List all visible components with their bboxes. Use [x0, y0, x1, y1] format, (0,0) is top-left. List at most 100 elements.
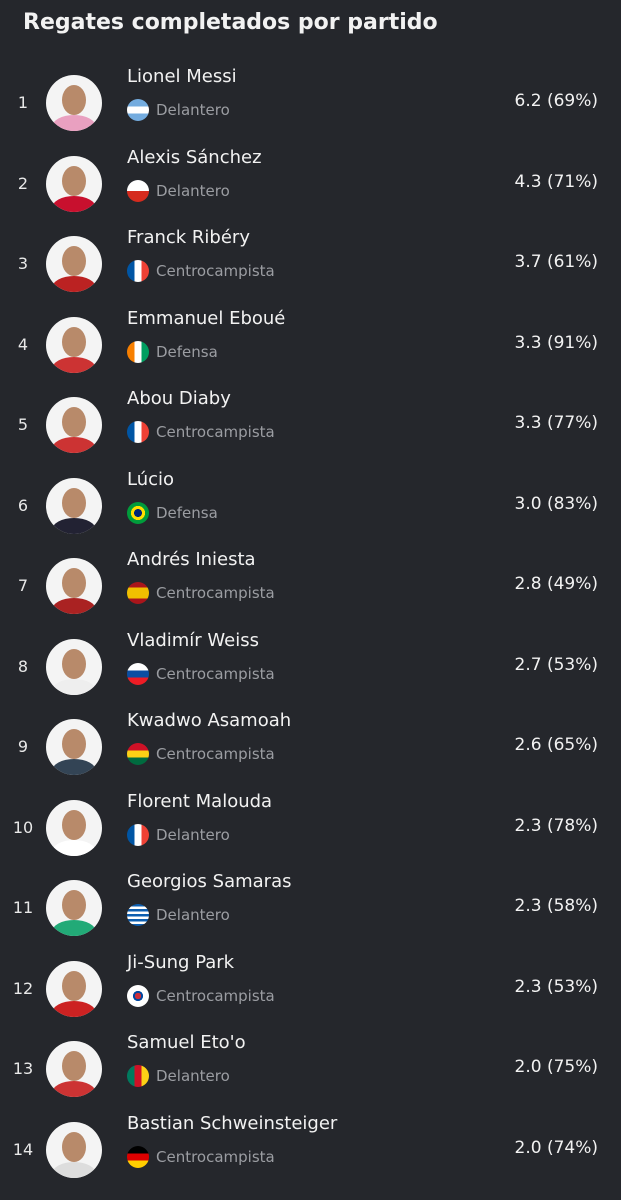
player-stat: 2.7 (53%): [514, 654, 599, 675]
rank: 10: [12, 817, 34, 837]
player-name: Kwadwo Asamoah: [127, 710, 292, 731]
rank: 3: [17, 254, 29, 273]
photo-face: [62, 809, 86, 840]
photo-face: [62, 487, 86, 518]
rank: 9: [17, 737, 29, 756]
rank: 1: [17, 93, 29, 112]
player-position: Centrocampista: [156, 986, 275, 1005]
photo-face: [62, 890, 86, 920]
player-name: Alexis Sánchez: [127, 146, 262, 168]
player-name: Lionel Messi: [127, 66, 237, 87]
player-photo: [46, 638, 102, 695]
photo-shirt: [52, 276, 96, 292]
photo-shirt: [52, 1000, 96, 1017]
player-photo: [46, 316, 102, 373]
player-row: 12 Ji-Sung Park Centrocampista 2.3 (53%): [0, 949, 621, 1029]
player-position: Delantero: [156, 825, 230, 844]
photo-face: [62, 246, 86, 276]
photo-face: [62, 648, 86, 679]
photo-face: [62, 1051, 86, 1081]
country-flag: [127, 582, 149, 604]
player-row: 14 Bastian Schweinsteiger Centrocampista 2.…: [0, 1110, 621, 1190]
player-row: 13 Samuel Eto'o Delantero 2.0 (75%): [0, 1029, 621, 1109]
photo-face: [62, 326, 86, 357]
player-stat: 3.3 (77%): [514, 413, 599, 433]
rank: 2: [17, 173, 29, 193]
rank: 12: [12, 978, 34, 998]
photo-shirt: [52, 920, 96, 936]
player-stat: 2.3 (78%): [514, 815, 599, 836]
country-flag: [127, 421, 149, 443]
player-photo: [46, 236, 102, 292]
player-photo: [46, 397, 102, 453]
photo-shirt: [52, 598, 96, 614]
country-flag: [127, 743, 149, 765]
player-photo: [46, 960, 102, 1017]
country-flag: [127, 260, 149, 282]
photo-shirt: [52, 1161, 96, 1178]
player-row: 6 Lúcio Defensa 3.0 (83%): [0, 466, 621, 546]
rank: 6: [17, 495, 29, 515]
player-position: Centrocampista: [156, 745, 275, 763]
player-stat: 2.8 (49%): [514, 574, 599, 594]
photo-shirt: [52, 839, 96, 856]
country-flag: [127, 984, 149, 1007]
player-position: Centrocampista: [156, 664, 275, 683]
player-stat: 3.0 (83%): [514, 493, 599, 514]
player-name: Lúcio: [127, 468, 175, 490]
player-photo: [46, 1041, 102, 1097]
photo-face: [62, 165, 86, 196]
player-row: 2 Alexis Sánchez Delantero 4.3 (71%): [0, 144, 621, 224]
player-position: Centrocampista: [156, 1147, 275, 1166]
player-stat: 3.3 (91%): [514, 332, 599, 353]
photo-shirt: [52, 678, 96, 695]
player-row: 10 Florent Malouda Delantero 2.3 (78%): [0, 788, 621, 868]
country-flag: [127, 823, 149, 846]
photo-shirt: [52, 356, 96, 373]
photo-face: [62, 1131, 86, 1162]
player-stat: 2.3 (53%): [514, 976, 599, 997]
player-name: Franck Ribéry: [127, 227, 250, 248]
player-stat: 2.3 (58%): [514, 896, 599, 916]
rank: 8: [17, 656, 29, 676]
player-position: Delantero: [156, 101, 230, 119]
player-position: Defensa: [156, 503, 218, 522]
country-flag: [127, 501, 149, 524]
player-photo: [46, 75, 102, 131]
country-flag: [127, 662, 149, 685]
player-row: 5 Abou Diaby Centrocampista 3.3 (77%): [0, 385, 621, 465]
player-photo: [46, 880, 102, 936]
rank: 7: [17, 576, 29, 595]
player-photo: [46, 155, 102, 212]
player-stat: 2.0 (74%): [514, 1137, 599, 1158]
player-row: 3 Franck Ribéry Centrocampista 3.7 (61%): [0, 224, 621, 304]
photo-face: [62, 568, 86, 598]
player-name: Florent Malouda: [127, 790, 273, 812]
player-position: Centrocampista: [156, 584, 275, 602]
photo-shirt: [52, 1081, 96, 1097]
title: Regates completados por partido: [23, 10, 438, 35]
player-row: 9 Kwadwo Asamoah Centrocampista 2.6 (65%): [0, 707, 621, 787]
player-position: Delantero: [156, 906, 230, 924]
player-row: 11 Georgios Samaras Delantero 2.3 (58%): [0, 868, 621, 948]
country-flag: [127, 99, 149, 121]
player-name: Andrés Iniesta: [127, 549, 256, 570]
rank: 11: [12, 898, 34, 917]
player-position: Delantero: [156, 181, 230, 200]
player-position: Centrocampista: [156, 262, 275, 280]
player-position: Defensa: [156, 342, 218, 361]
photo-shirt: [52, 517, 96, 534]
player-name: Georgios Samaras: [127, 871, 292, 892]
player-name: Samuel Eto'o: [127, 1032, 246, 1053]
rank: 4: [17, 334, 29, 354]
rank: 13: [12, 1059, 34, 1078]
photo-face: [62, 85, 86, 115]
country-flag: [127, 179, 149, 202]
country-flag: [127, 1065, 149, 1087]
player-name: Ji-Sung Park: [127, 951, 235, 973]
rank: 5: [17, 415, 29, 434]
photo-face: [62, 970, 86, 1001]
player-stat: 4.3 (71%): [514, 171, 599, 192]
player-row: 7 Andrés Iniesta Centrocampista 2.8 (49%): [0, 546, 621, 626]
